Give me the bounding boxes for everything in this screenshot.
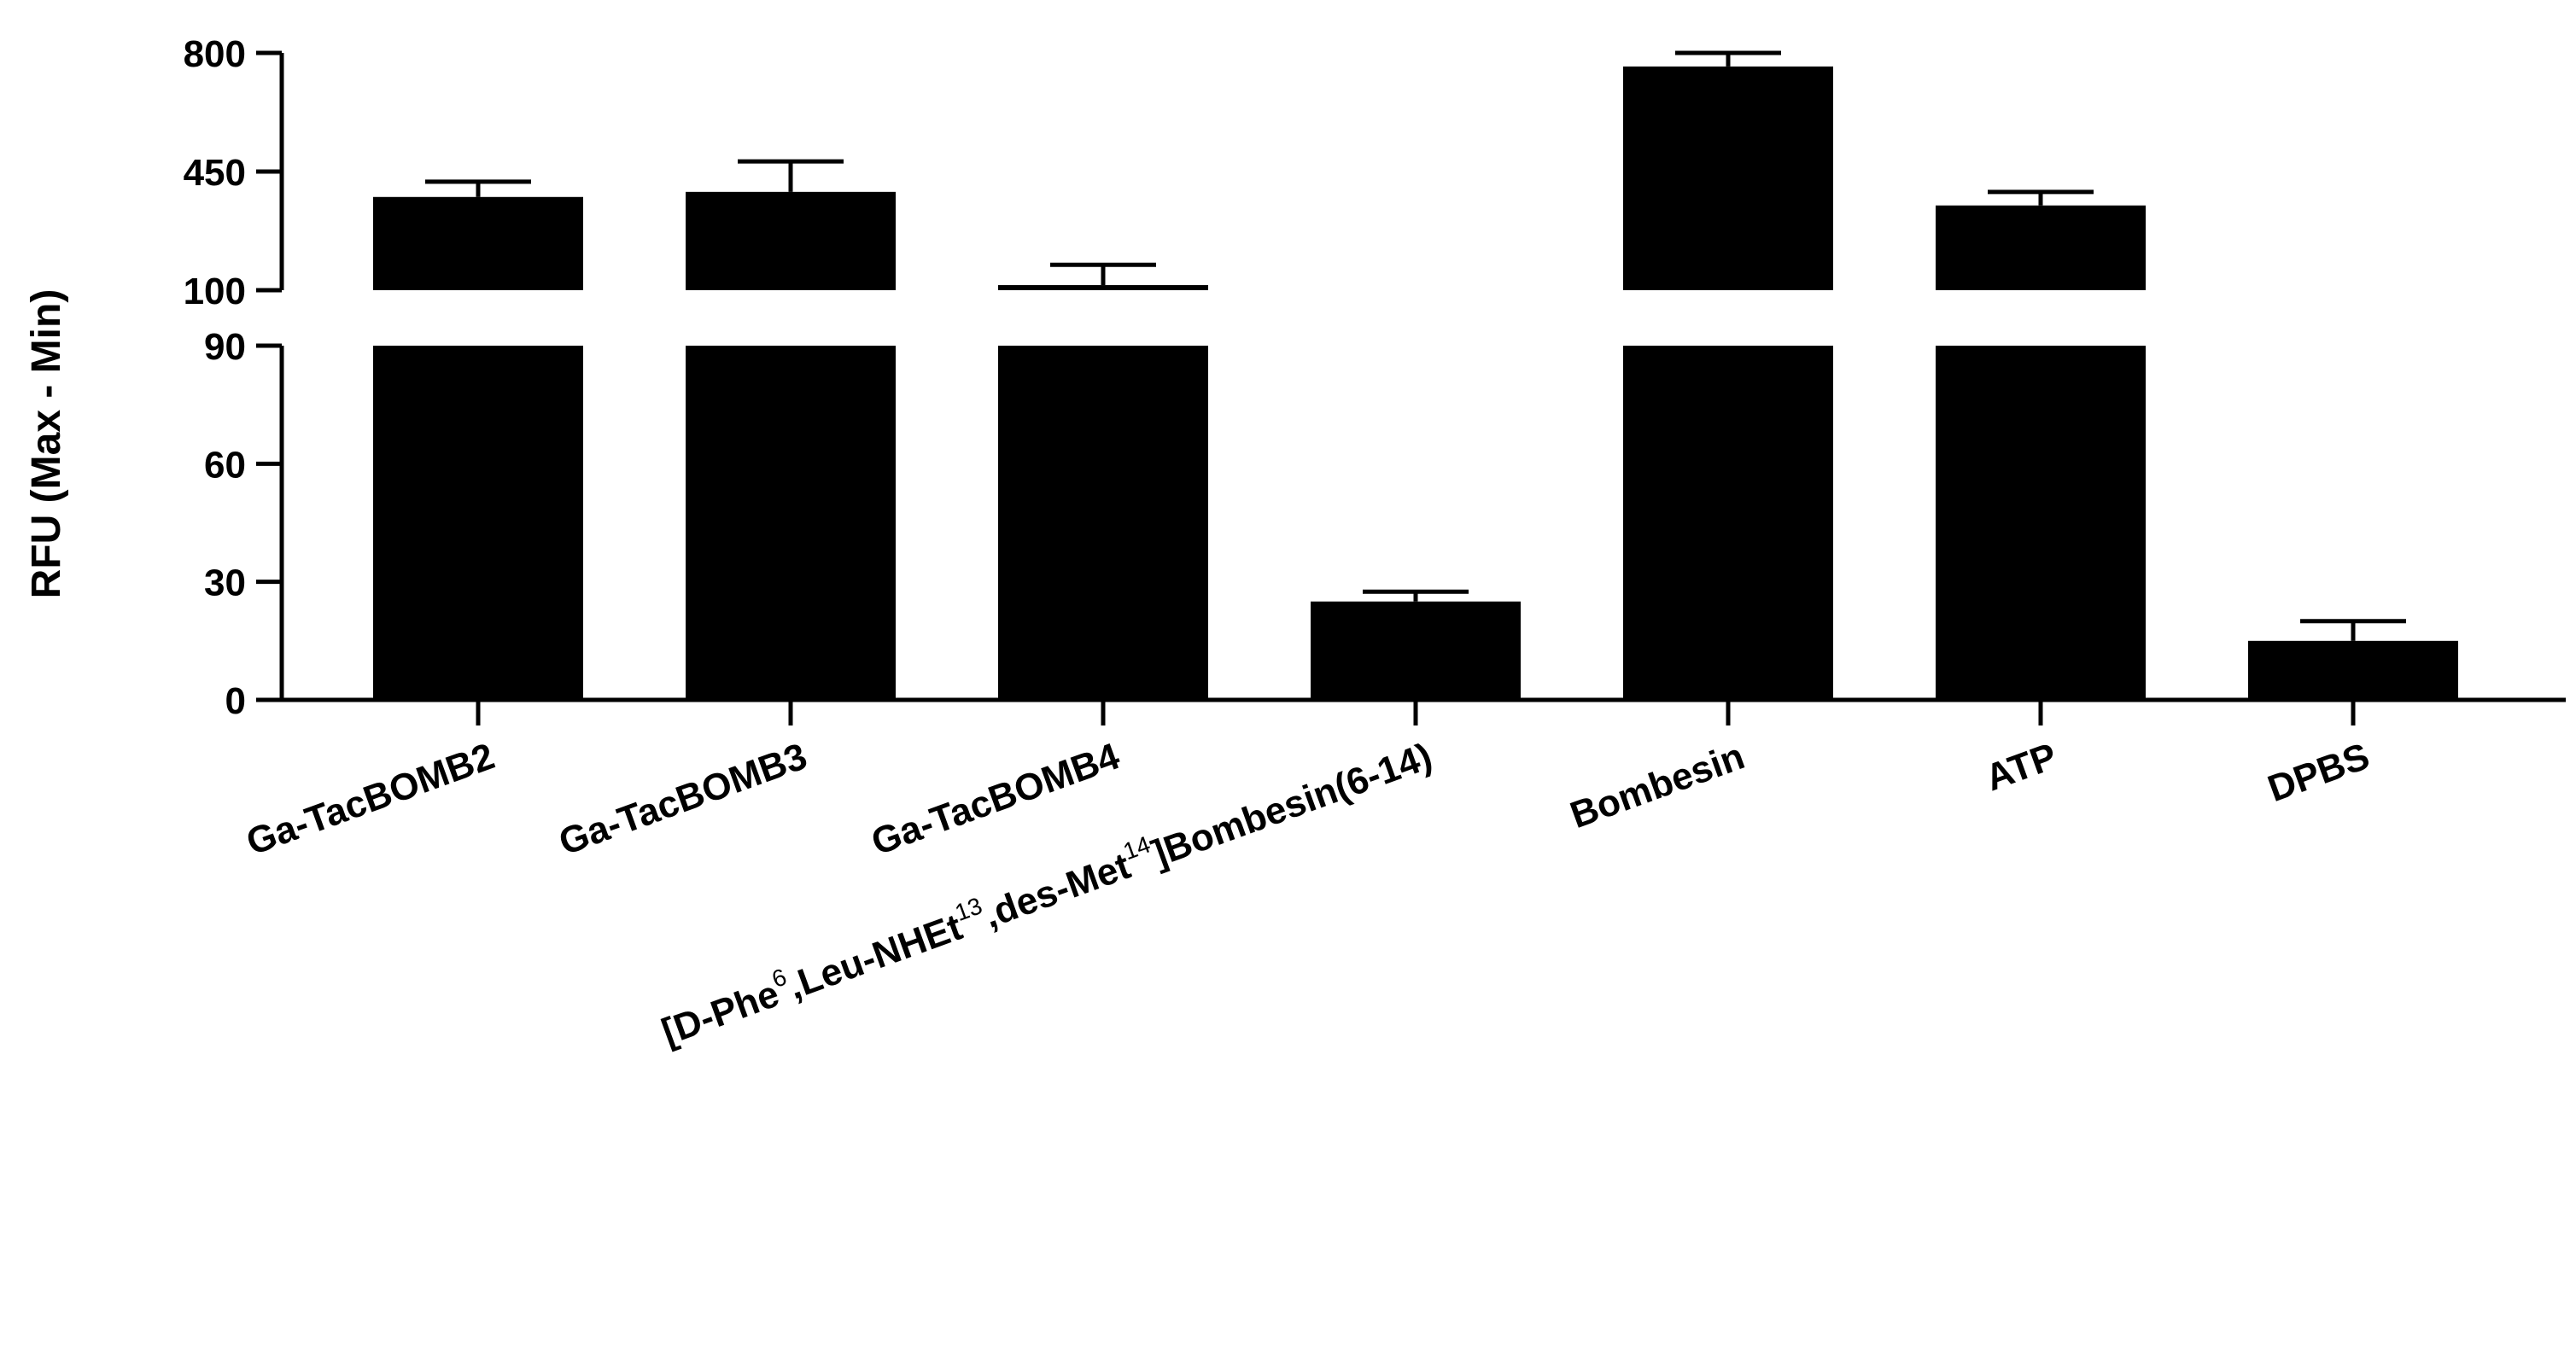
- x-tick-label: Ga-TacBOMB3: [553, 735, 812, 863]
- bar-upper: [686, 191, 896, 290]
- bar-lower: [2248, 640, 2458, 700]
- x-tick-label-text: Bombesin: [1565, 735, 1750, 836]
- y-tick-label: 60: [204, 444, 246, 486]
- bar-lower: [1311, 601, 1521, 700]
- bar-upper: [373, 196, 583, 290]
- bar-upper: [1623, 66, 1833, 290]
- y-tick-label: 90: [204, 326, 246, 368]
- error-bars: [425, 50, 2406, 641]
- x-axis: Ga-TacBOMB2 Ga-TacBOMB3 Ga-TacBOMB4[D-Phe6…: [241, 697, 2566, 1054]
- bar-lower: [1623, 346, 1833, 700]
- y-tick-label: 800: [184, 33, 246, 75]
- x-tick-label: Bombesin: [1565, 735, 1750, 836]
- y-tick-label: 100: [184, 271, 246, 312]
- y-axis: 0 30 60 90 100 450 800: [184, 33, 284, 722]
- x-tick-label: Ga-TacBOMB2: [241, 735, 499, 863]
- x-tick-label-text: ,Leu-NHEt: [783, 906, 968, 1007]
- x-tick-label-text: Ga-TacBOMB4: [866, 735, 1125, 863]
- bars: [373, 66, 2458, 700]
- x-tick-label-text: ,des-Met: [978, 845, 1136, 936]
- x-tick-label-text: [D-Phe: [657, 973, 785, 1054]
- x-tick-label: Ga-TacBOMB4: [866, 735, 1125, 863]
- x-tick-label: ATP: [1980, 735, 2062, 799]
- y-tick-label: 0: [225, 680, 246, 722]
- bar-upper: [1936, 205, 2146, 290]
- bar-lower: [686, 346, 896, 700]
- bar-lower: [373, 346, 583, 700]
- x-tick-label-text: Ga-TacBOMB3: [553, 735, 812, 863]
- x-tick-label-text: DPBS: [2263, 735, 2375, 810]
- y-tick-label: 450: [184, 152, 246, 194]
- x-tick-label-text: ATP: [1980, 735, 2062, 799]
- bar-upper: [998, 285, 1208, 290]
- bar-lower: [998, 346, 1208, 700]
- bar-lower: [1936, 346, 2146, 700]
- y-axis-label: RFU (Max - Min): [24, 289, 69, 599]
- x-tick-label: DPBS: [2263, 735, 2375, 810]
- x-tick-label-text: Ga-TacBOMB2: [241, 735, 499, 863]
- x-tick-label-text: ]Bombesin(6-14): [1147, 735, 1438, 875]
- y-tick-label: 30: [204, 562, 246, 604]
